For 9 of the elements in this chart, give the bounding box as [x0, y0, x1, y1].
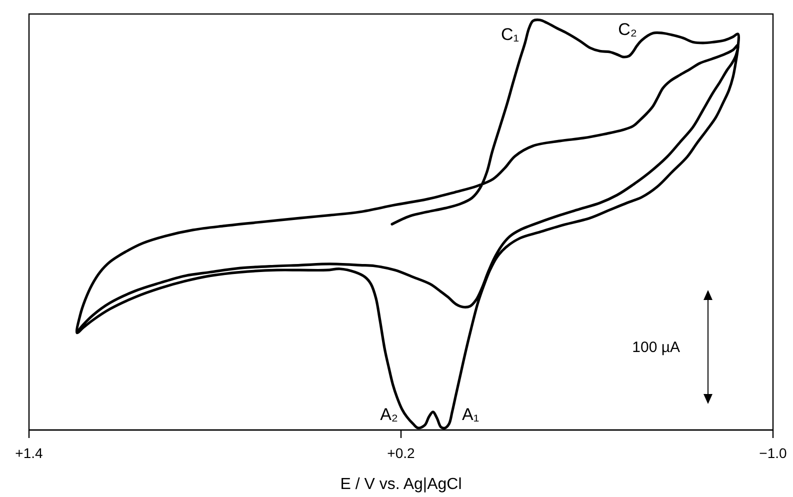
annotation: A₁ — [462, 404, 480, 424]
x-tick-label: +1.4 — [15, 445, 44, 461]
annotation: C₂ — [618, 20, 638, 40]
annotation: 100 µA — [632, 339, 680, 356]
x-tick-label: −1.0 — [759, 445, 788, 461]
x-axis-title: E / V vs. Ag|AgCl — [340, 476, 462, 493]
x-tick-label: +0.2 — [387, 445, 416, 461]
annotation: A₂ — [380, 404, 398, 424]
annotation: C₁ — [501, 24, 520, 44]
